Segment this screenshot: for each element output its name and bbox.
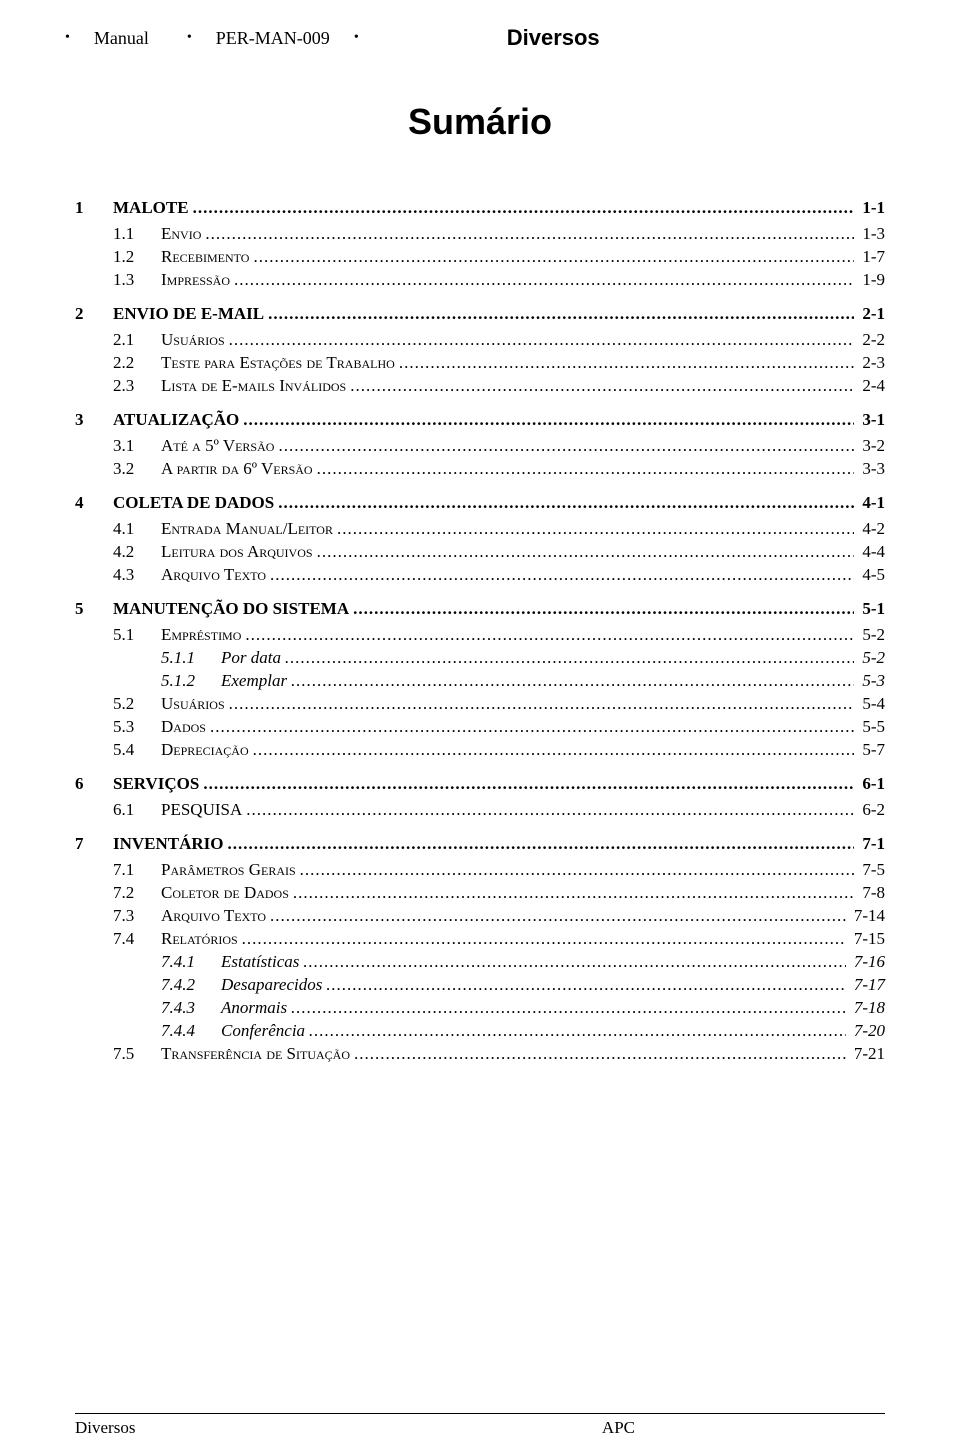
toc-entry-4-1[interactable]: 4.1Entrada Manual/Leitor4-2 [113, 519, 885, 539]
toc-entry-2-2[interactable]: 2.2Teste para Estações de Trabalho2-3 [113, 353, 885, 373]
toc-entry-7-4[interactable]: 7.4Relatórios7-15 [113, 929, 885, 949]
toc-entry-5-1-1[interactable]: 5.1.1Por data5-2 [161, 648, 885, 668]
toc-entry-5[interactable]: 5MANUTENÇÃO DO SISTEMA5-1 [75, 599, 885, 619]
toc-entry-1-1[interactable]: 1.1Envio1-3 [113, 224, 885, 244]
table-of-contents: 1MALOTE1-1 1.1Envio1-3 1.2Recebimento1-7… [75, 198, 885, 1064]
toc-entry-1[interactable]: 1MALOTE1-1 [75, 198, 885, 218]
toc-entry-7[interactable]: 7INVENTÁRIO7-1 [75, 834, 885, 854]
toc-entry-4-3[interactable]: 4.3Arquivo Texto4-5 [113, 565, 885, 585]
toc-entry-7-4-2[interactable]: 7.4.2Desaparecidos7-17 [161, 975, 885, 995]
toc-entry-3[interactable]: 3ATUALIZAÇÃO3-1 [75, 410, 885, 430]
toc-entry-5-1[interactable]: 5.1Empréstimo5-2 [113, 625, 885, 645]
toc-entry-7-5[interactable]: 7.5Transferência de Situação7-21 [113, 1044, 885, 1064]
bullet-icon: • [187, 30, 192, 46]
toc-entry-4-2[interactable]: 4.2Leitura dos Arquivos4-4 [113, 542, 885, 562]
toc-entry-5-4[interactable]: 5.4Depreciação5-7 [113, 740, 885, 760]
toc-entry-1-3[interactable]: 1.3Impressão1-9 [113, 270, 885, 290]
toc-entry-7-1[interactable]: 7.1Parâmetros Gerais7-5 [113, 860, 885, 880]
toc-entry-4[interactable]: 4COLETA DE DADOS4-1 [75, 493, 885, 513]
footer-left: Diversos [75, 1418, 135, 1438]
header-title: Diversos [507, 25, 600, 51]
page-footer: Diversos APC [75, 1413, 885, 1438]
toc-entry-7-2[interactable]: 7.2Coletor de Dados7-8 [113, 883, 885, 903]
toc-entry-5-1-2[interactable]: 5.1.2Exemplar5-3 [161, 671, 885, 691]
toc-entry-3-1[interactable]: 3.1Até a 5º Versão3-2 [113, 436, 885, 456]
toc-entry-6[interactable]: 6SERVIÇOS6-1 [75, 774, 885, 794]
toc-entry-2-3[interactable]: 2.3Lista de E-mails Inválidos2-4 [113, 376, 885, 396]
toc-entry-2-1[interactable]: 2.1Usuários2-2 [113, 330, 885, 350]
toc-entry-7-4-4[interactable]: 7.4.4Conferência7-20 [161, 1021, 885, 1041]
toc-entry-7-4-3[interactable]: 7.4.3Anormais7-18 [161, 998, 885, 1018]
footer-right: APC [602, 1418, 635, 1438]
toc-entry-3-2[interactable]: 3.2A partir da 6º Versão3-3 [113, 459, 885, 479]
toc-entry-5-2[interactable]: 5.2Usuários5-4 [113, 694, 885, 714]
toc-entry-1-2[interactable]: 1.2Recebimento1-7 [113, 247, 885, 267]
toc-entry-5-3[interactable]: 5.3Dados5-5 [113, 717, 885, 737]
toc-entry-6-1[interactable]: 6.1PESQUISA6-2 [113, 800, 885, 820]
bullet-icon: • [65, 30, 70, 46]
toc-entry-2[interactable]: 2ENVIO DE E-MAIL2-1 [75, 304, 885, 324]
header-manual-label: Manual [94, 28, 149, 49]
header-code: PER-MAN-009 [216, 28, 330, 49]
page-title: Sumário [75, 101, 885, 143]
bullet-icon: • [354, 30, 359, 46]
toc-entry-7-3[interactable]: 7.3Arquivo Texto7-14 [113, 906, 885, 926]
document-header: • Manual • PER-MAN-009 • Diversos [65, 25, 885, 51]
toc-entry-7-4-1[interactable]: 7.4.1Estatísticas7-16 [161, 952, 885, 972]
